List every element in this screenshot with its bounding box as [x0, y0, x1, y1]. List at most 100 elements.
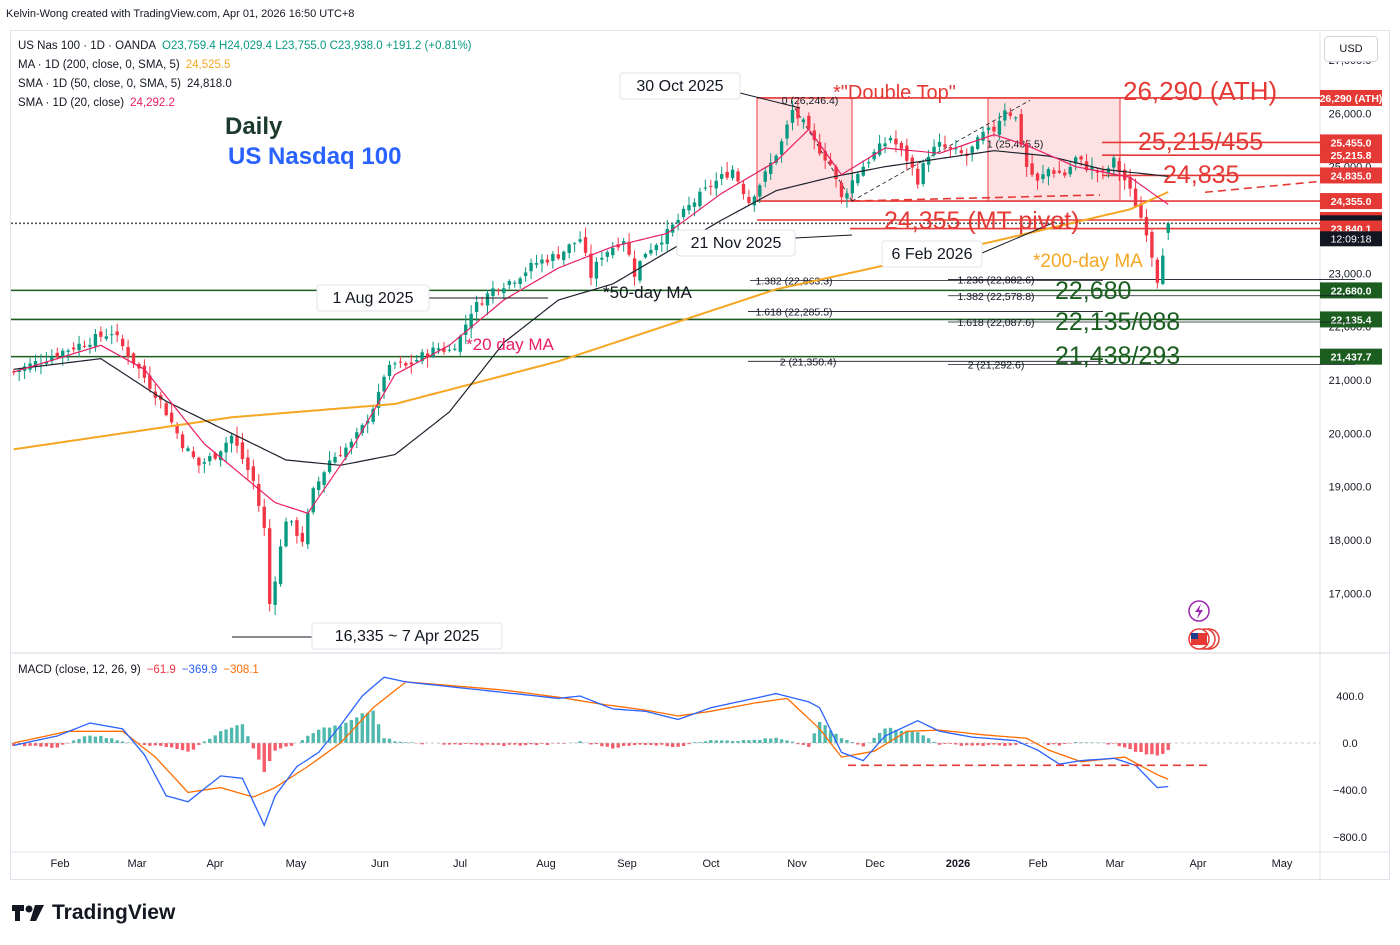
candle-body — [1150, 231, 1154, 258]
candle-body — [1117, 161, 1121, 173]
candle — [943, 135, 947, 152]
candle-body — [1133, 188, 1138, 207]
currency-button[interactable]: USD — [1324, 36, 1378, 62]
candle — [131, 352, 136, 368]
y-tick-label: 17,000.0 — [1329, 588, 1372, 600]
macd-hist-bar — [218, 731, 223, 743]
macd-hist-bar — [447, 743, 452, 745]
y-tick-label: 18,000.0 — [1329, 535, 1372, 547]
legend-ma200[interactable]: MA · 1D (200, close, 0, SMA, 5) 24,525.5 — [18, 59, 230, 71]
candle — [583, 227, 588, 256]
price-tag-ath: 26,290 (ATH) — [1320, 89, 1382, 106]
candle-body — [621, 241, 626, 245]
macd-hist-bar — [1139, 743, 1143, 753]
candle-body — [888, 138, 893, 141]
candle — [485, 289, 490, 316]
candle — [1041, 164, 1045, 184]
candle-body — [529, 262, 533, 272]
candle — [507, 279, 511, 290]
macd-hist-bar — [785, 740, 789, 743]
candle-body — [317, 481, 321, 491]
macd-hist-bar — [730, 741, 735, 743]
macd-hist-bar — [774, 737, 778, 743]
candle — [632, 250, 637, 286]
candle-body — [981, 131, 985, 141]
candle-body — [93, 334, 98, 347]
candle — [638, 259, 642, 284]
candle-body — [1057, 170, 1062, 173]
candle — [747, 189, 751, 206]
candle-body — [654, 245, 659, 251]
candle — [1106, 165, 1111, 179]
candle-body — [120, 338, 125, 347]
candle — [317, 476, 321, 496]
macd-hist-bar — [12, 743, 16, 746]
candle-body — [562, 251, 566, 261]
macd-hist-bar — [959, 743, 963, 746]
macd-hist-bar — [545, 743, 550, 745]
candle-body — [921, 163, 925, 185]
candle-body — [687, 204, 691, 211]
macd-hist-bar — [355, 717, 359, 743]
candle — [954, 139, 958, 155]
candle-body — [99, 331, 103, 337]
macd-hist-bar — [366, 712, 370, 743]
candle — [355, 427, 359, 449]
macd-hist-bar — [33, 743, 38, 746]
legend-sma20[interactable]: SMA · 1D (20, close) 24,292.2 — [18, 97, 175, 109]
macd-hist-bar — [769, 738, 773, 743]
candle-body — [1122, 169, 1127, 181]
macd-legend[interactable]: MACD (close, 12, 26, 9) −61.9 −369.9 −308.1 — [18, 664, 259, 676]
candle — [681, 205, 686, 220]
legend-label: SMA · 1D (20, close) — [18, 97, 125, 109]
candle — [997, 112, 1002, 141]
candle-body — [660, 242, 664, 245]
macd-hist-bar — [1122, 743, 1127, 748]
macd-hist-bar — [502, 743, 506, 747]
candle-body — [300, 532, 305, 542]
apr7-callout: 16,335 ~ 7 Apr 2025 — [335, 628, 480, 645]
x-tick-label: Feb — [1029, 858, 1048, 870]
macd-hist-bar — [82, 736, 87, 743]
macd-hist-bar — [600, 743, 604, 747]
fib-label: 1.618 (22,087.6) — [957, 317, 1034, 329]
candle-body — [398, 361, 403, 363]
candle — [50, 349, 54, 365]
candle-body — [186, 448, 190, 451]
projected-resistance-line — [1204, 180, 1319, 194]
candle-body — [278, 546, 283, 585]
macd-hist-bar — [921, 735, 925, 743]
macd-hist-bar — [496, 743, 501, 745]
candle-body — [262, 506, 266, 528]
candle — [730, 165, 735, 181]
candle-body — [355, 432, 359, 439]
candle — [376, 383, 381, 416]
candle-body — [229, 435, 234, 444]
legend-value: O23,759.4 H24,029.4 L23,755.0 C23,938.0 … — [162, 40, 472, 52]
macd-hist-bar — [872, 737, 876, 743]
candle — [327, 451, 332, 474]
macd-hist-bar — [954, 743, 958, 745]
candle-body — [867, 162, 871, 164]
candle-body — [458, 336, 462, 352]
candle — [660, 235, 664, 252]
candle — [404, 361, 408, 368]
candle-body — [115, 331, 119, 336]
countdown-bg — [1320, 231, 1382, 247]
macd-hist-bar — [937, 743, 942, 745]
macd-hist-bar — [589, 743, 593, 745]
legend-sma50[interactable]: SMA · 1D (50, close, 0, SMA, 5) 24,818.0 — [18, 78, 232, 90]
candle-body — [496, 290, 501, 292]
macd-hist-bar — [752, 739, 757, 743]
legend-instrument[interactable]: US Nas 100 · 1D · OANDA O23,759.4 H24,029… — [18, 40, 472, 52]
macd-hist-bar — [88, 735, 92, 743]
candle — [311, 486, 315, 515]
candle-body — [959, 150, 963, 154]
macd-hist-bar — [986, 743, 991, 745]
candle-body — [474, 301, 479, 312]
x-tick-label: Mar — [128, 858, 147, 870]
candle — [262, 498, 266, 537]
candle-body — [839, 182, 844, 198]
macd-hist-bar — [110, 738, 114, 743]
